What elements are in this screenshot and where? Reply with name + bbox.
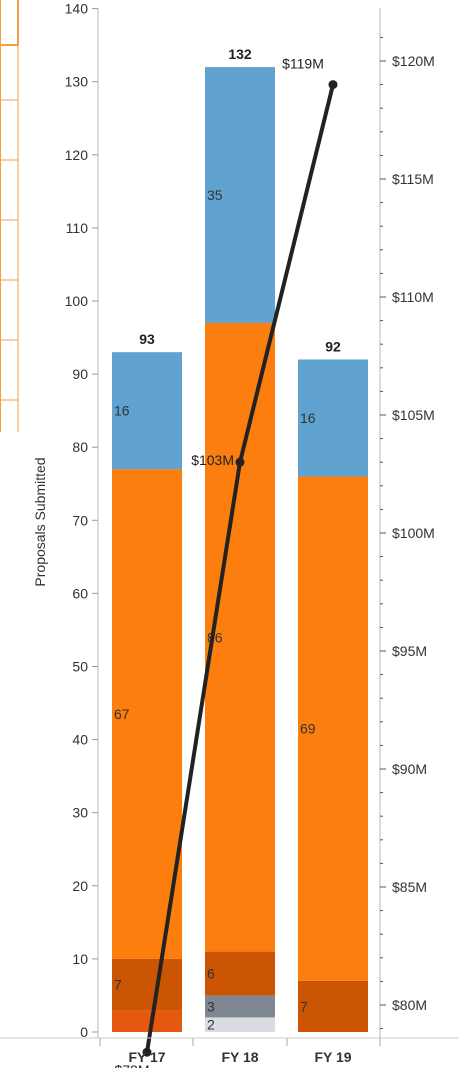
y-axis-title: Proposals Submitted (32, 457, 48, 586)
left-axis-tick-label: 10 (72, 951, 88, 967)
bar-segment (112, 352, 182, 470)
x-axis-category-label: FY 18 (221, 1049, 258, 1065)
revenue-point (142, 1047, 152, 1057)
left-axis-tick-label: 100 (65, 293, 89, 309)
right-axis: $80M $85M $90M $95M $100M $105M $110M $115M $120… (379, 8, 435, 1038)
x-axis-category-label: FY 19 (314, 1049, 351, 1065)
bar-segment-label: 7 (114, 976, 122, 992)
left-panel-lines (0, 0, 19, 432)
bar-segment-label: 6 (207, 966, 215, 982)
x-axis-category-label: FY 17 (128, 1049, 165, 1065)
bar-segment-label: 69 (300, 721, 316, 737)
right-axis-tick-label: $110M (392, 289, 434, 305)
left-axis-tick-label: 130 (65, 74, 89, 90)
revenue-line: $78M $103M $119M (114, 56, 338, 1068)
revenue-point (328, 80, 338, 90)
right-axis-tick-label: $100M (392, 525, 435, 541)
revenue-point (235, 457, 245, 467)
bar-segment-label: 2 (207, 1017, 215, 1033)
bar-totals: 93 132 92 (139, 46, 341, 354)
right-axis-tick-label: $95M (392, 643, 427, 659)
bar-segment (205, 951, 275, 996)
bar-segment (112, 469, 182, 959)
bar-segment (205, 67, 275, 323)
bar-segment (298, 980, 368, 1032)
revenue-point-label: $119M (282, 56, 324, 72)
right-axis-tick-label: $105M (392, 407, 435, 423)
left-axis-tick-label: 30 (72, 805, 88, 821)
right-axis-tick-label: $90M (392, 761, 427, 777)
left-axis: 0 10 20 30 40 50 60 70 80 90 100 110 120 130 140 (65, 1, 99, 1040)
left-axis-tick-label: 60 (72, 585, 88, 601)
left-axis-tick-label: 110 (66, 220, 89, 236)
bar-total-label: 93 (139, 331, 155, 347)
bar-segment (112, 1010, 182, 1032)
right-axis-tick-label: $85M (392, 879, 427, 895)
bar-segment-label: 7 (300, 998, 308, 1014)
bar-total-label: 92 (325, 338, 341, 354)
x-axis: FY 17 FY 18 FY 19 (0, 1037, 459, 1065)
bar-segment (205, 322, 275, 952)
left-axis-tick-label: 140 (65, 1, 89, 17)
revenue-point-label: $103M (191, 452, 234, 468)
bar-total-label: 132 (228, 46, 252, 62)
bar-segment-label: 3 (207, 998, 215, 1014)
right-axis-tick-label: $80M (392, 997, 427, 1013)
left-axis-tick-label: 80 (72, 439, 88, 455)
left-axis-tick-label: 40 (72, 732, 88, 748)
left-axis-tick-label: 0 (80, 1024, 88, 1040)
bar-segment-label: 16 (300, 410, 316, 426)
left-axis-tick-label: 50 (72, 659, 88, 675)
bar-segment (205, 1017, 275, 1032)
right-axis-tick-label: $120M (392, 53, 435, 69)
bar-segment-label: 67 (114, 706, 130, 722)
left-axis-tick-label: 120 (65, 147, 89, 163)
bar-segment (112, 958, 182, 1011)
bar-segment-label: 35 (207, 187, 223, 203)
revenue-point-label: $78M (114, 1062, 149, 1068)
left-axis-tick-label: 70 (72, 512, 88, 528)
bar-segment-label: 16 (114, 403, 130, 419)
left-axis-tick-label: 90 (72, 366, 88, 382)
bar-segment (298, 476, 368, 981)
bar-segment (205, 995, 275, 1018)
bar-segment (298, 359, 368, 477)
right-axis-tick-label: $115M (392, 171, 434, 187)
left-axis-tick-label: 20 (72, 878, 88, 894)
